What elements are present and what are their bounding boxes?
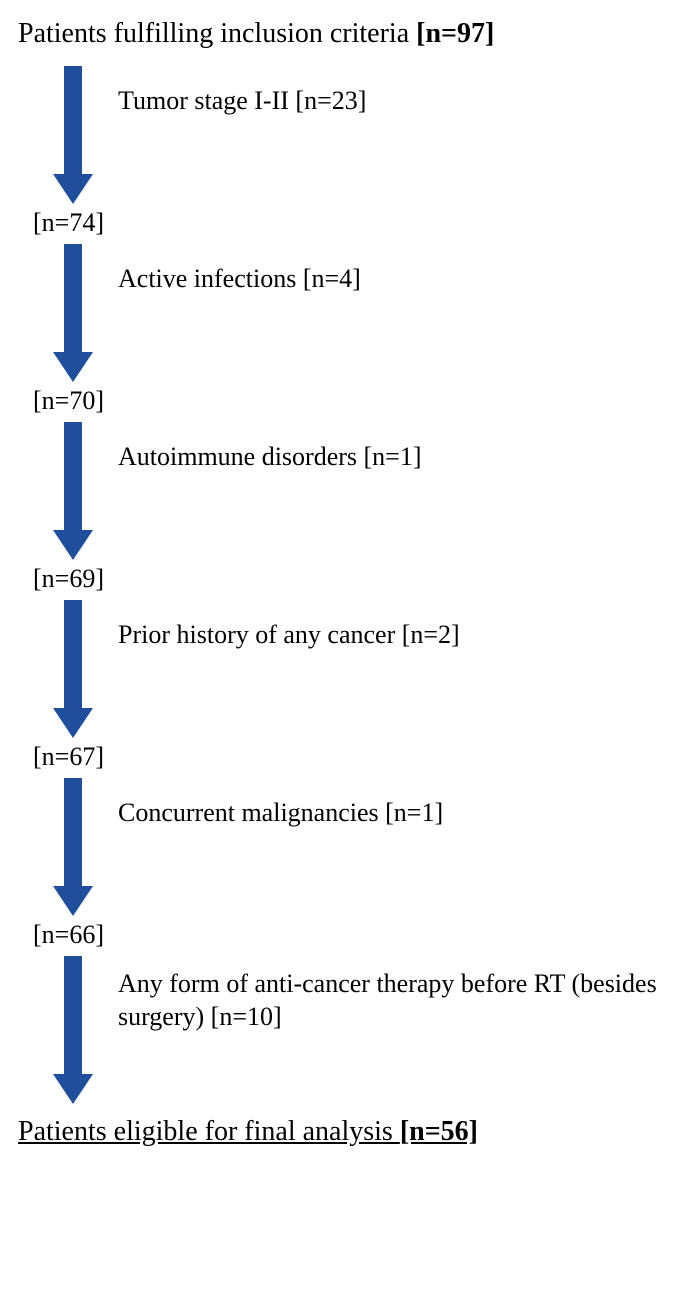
exclusion-label: Concurrent malignancies [n=1] [118,797,443,830]
remaining-count: [n=74] [33,208,667,238]
arrow-down-icon [53,422,93,560]
exclusion-label: Autoimmune disorders [n=1] [118,441,422,474]
title-prefix: Patients fulfilling inclusion criteria [18,18,416,49]
arrow-down-icon [53,66,93,204]
exclusion-label: Active infections [n=4] [118,263,361,296]
arrow-down-icon [53,244,93,382]
remaining-count: [n=66] [33,920,667,950]
remaining-count: [n=67] [33,742,667,772]
remaining-count: [n=70] [33,386,667,416]
title-count: [n=97] [416,18,494,49]
exclusion-label: Any form of anti-cancer therapy before R… [118,968,667,1033]
arrow-down-icon [53,778,93,916]
flowchart-step: Tumor stage I-II [n=23] [18,60,667,210]
arrow-down-icon [53,956,93,1104]
flowchart-step: Active infections [n=4] [18,238,667,388]
exclusion-label: Prior history of any cancer [n=2] [118,619,460,652]
flowchart-step: Concurrent malignancies [n=1] [18,772,667,922]
flowchart-step: Any form of anti-cancer therapy before R… [18,950,667,1110]
final-prefix: Patients eligible for final analysis [18,1116,400,1147]
flowchart-steps: Tumor stage I-II [n=23] [n=74] Active infe… [18,60,667,1110]
arrow-down-icon [53,600,93,738]
flowchart-title: Patients fulfilling inclusion criteria [… [18,18,667,50]
flowchart-final: Patients eligible for final analysis [n=… [18,1116,667,1148]
flowchart-step: Prior history of any cancer [n=2] [18,594,667,744]
flowchart-step: Autoimmune disorders [n=1] [18,416,667,566]
final-count: [n=56] [400,1116,478,1147]
remaining-count: [n=69] [33,564,667,594]
exclusion-label: Tumor stage I-II [n=23] [118,85,366,118]
